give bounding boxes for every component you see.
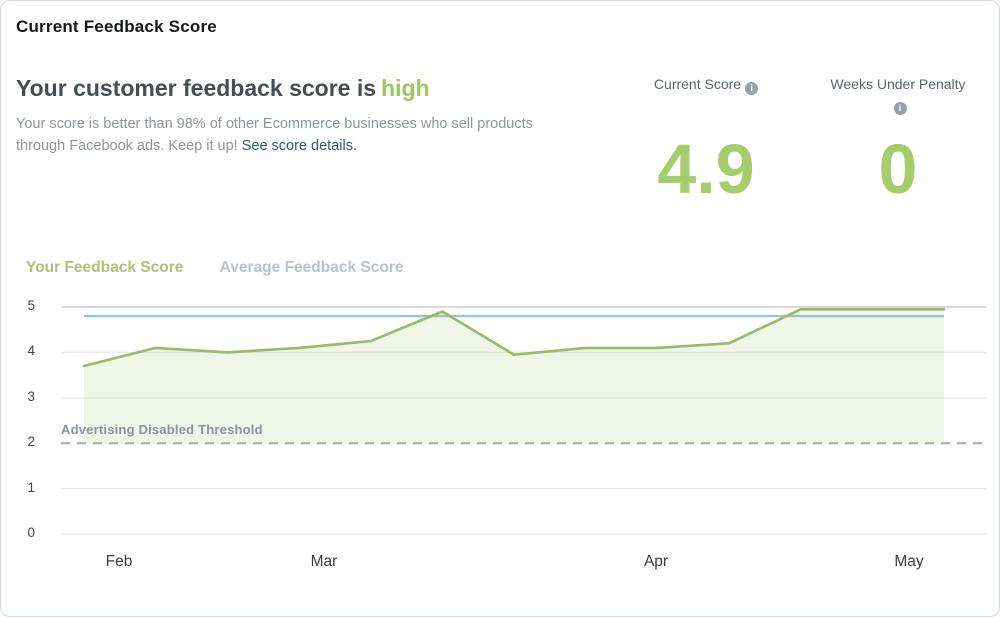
- legend-average-feedback-score[interactable]: Average Feedback Score: [219, 259, 404, 276]
- weeks-under-penalty-value: 0: [878, 130, 918, 208]
- chart-legend: Your Feedback Score Average Feedback Sco…: [26, 259, 435, 277]
- y-axis-label: 1: [27, 479, 35, 495]
- weeks-under-penalty-stat: Weeks Under Penalty i 0: [818, 76, 978, 206]
- y-axis-label: 4: [27, 343, 35, 359]
- see-score-details-link[interactable]: See score details.: [241, 137, 357, 154]
- x-axis-label: Mar: [310, 553, 338, 570]
- y-axis: 0 1 2 3 4 5: [1, 1, 35, 616]
- headline-text: Your customer feedback score is: [16, 75, 377, 101]
- weeks-under-penalty-label: Weeks Under Penalty i: [830, 76, 966, 115]
- y-axis-label: 0: [27, 525, 35, 540]
- headline: Your customer feedback score is high: [16, 75, 430, 102]
- score-description: Your score is better than 98% of other E…: [16, 114, 581, 157]
- y-axis-label: 3: [27, 388, 35, 404]
- description-text: Your score is better than 98% of other E…: [16, 116, 533, 154]
- score-status-badge: high: [381, 75, 430, 101]
- current-score-value: 4.9: [657, 130, 755, 208]
- y-axis-label: 2: [27, 434, 35, 450]
- info-icon[interactable]: i: [893, 102, 907, 115]
- legend-your-feedback-score[interactable]: Your Feedback Score: [26, 259, 184, 276]
- current-score-label: Current Score i: [626, 76, 786, 95]
- info-icon[interactable]: i: [745, 82, 759, 95]
- x-axis-label: Feb: [105, 553, 133, 570]
- score-area-fill: [84, 309, 944, 444]
- current-score-stat: Current Score i 4.9: [626, 76, 786, 206]
- x-axis-label: May: [894, 553, 924, 570]
- advertising-disabled-threshold-label: Advertising Disabled Threshold: [61, 422, 263, 437]
- page-title: Current Feedback Score: [16, 17, 217, 36]
- x-axis-label: Apr: [643, 553, 669, 570]
- your-score-line: [82, 307, 946, 368]
- y-axis-label: 5: [27, 298, 35, 313]
